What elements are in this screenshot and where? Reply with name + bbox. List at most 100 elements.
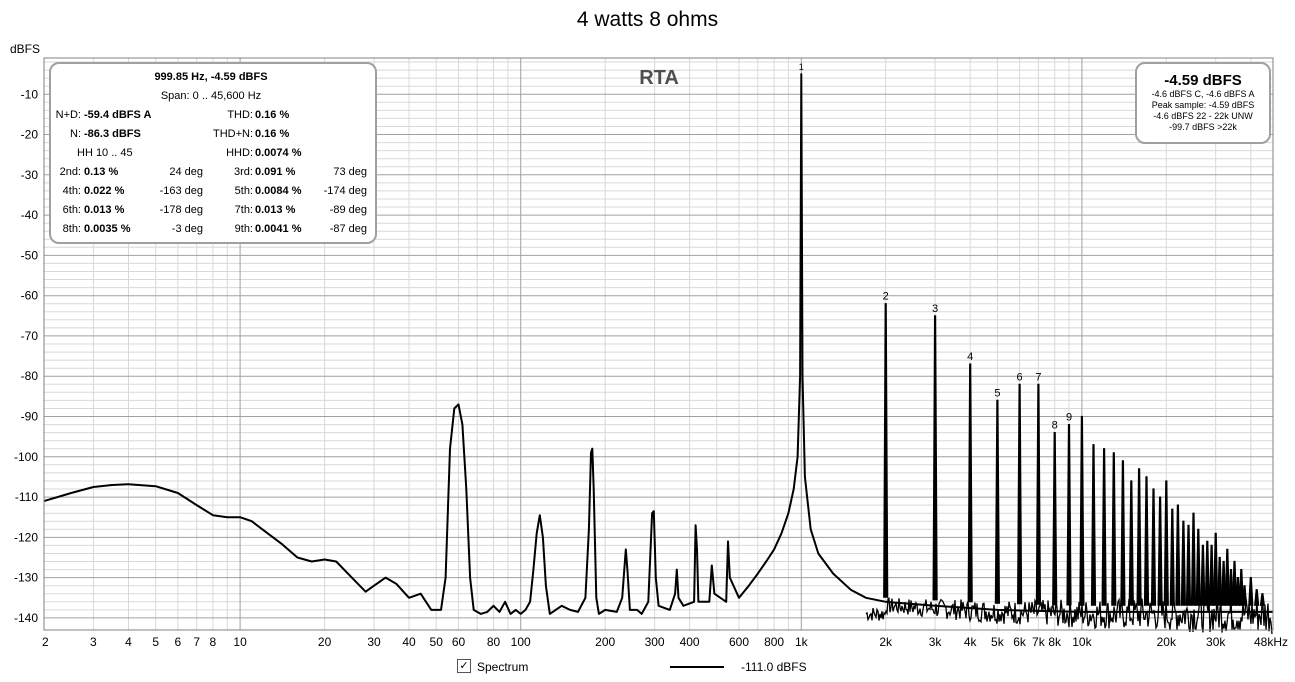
- harmonic-phase: -163 deg: [159, 185, 203, 197]
- harmonic-phase: 24 deg: [169, 166, 203, 178]
- harmonic-value: 0.0041 %: [255, 223, 302, 235]
- legend-spectrum-label[interactable]: Spectrum: [477, 660, 529, 674]
- harmonic-phase: -178 deg: [159, 204, 203, 216]
- y-tick-label: -120: [14, 530, 38, 544]
- peak-sample-readout: Peak sample: -4.59 dBFS: [1151, 100, 1255, 110]
- harmonic-peak: [1035, 383, 1041, 605]
- y-tick-label: -140: [14, 611, 38, 625]
- harmonic-phase: -174 deg: [323, 185, 367, 197]
- x-tick-label: 600: [729, 635, 749, 649]
- harmonic-peak: [1231, 560, 1238, 606]
- x-axis: 2 3 4 5 6 7 8 10 20 30 40 50 60 80 100 200 300 400 600 800 1…: [42, 635, 1288, 649]
- harmonic-label: 5th:: [234, 185, 253, 197]
- harmonic-value: 0.0035 %: [84, 223, 131, 235]
- x-tick-label: 4: [125, 635, 132, 649]
- harmonic-peak: [1190, 512, 1197, 606]
- y-tick-label: -90: [21, 410, 39, 424]
- thd-label: THD:: [227, 109, 253, 121]
- x-tick-label: 8: [210, 635, 217, 649]
- harmonic-peak: [1221, 560, 1227, 606]
- harmonic-value: 0.0084 %: [255, 185, 302, 197]
- x-tick-label: 50: [430, 635, 444, 649]
- y-tick-label: -20: [21, 128, 39, 142]
- peak-unweighted-readout: -4.6 dBFS 22 - 22k UNW: [1153, 111, 1253, 121]
- n-label: N:: [70, 128, 81, 140]
- harmonic-peak: [1017, 383, 1023, 605]
- harmonic-peak: [967, 363, 973, 603]
- peak-level-panel: -4.59 dBFS -4.6 dBFS C, -4.6 dBFS A Peak…: [1135, 62, 1271, 144]
- harmonic-peak: [1163, 480, 1169, 606]
- harmonic-peak: [1157, 496, 1163, 606]
- x-tick-label: 800: [764, 635, 784, 649]
- harmonic-peak: [1228, 569, 1234, 606]
- x-tick-label: 3k: [929, 635, 943, 649]
- harmonic-peak: [1143, 476, 1150, 606]
- harmonic-peak: [1090, 444, 1097, 606]
- x-tick-label: 10k: [1072, 635, 1092, 649]
- y-tick-label: -50: [21, 248, 39, 262]
- harmonic-phase: -3 deg: [171, 223, 203, 235]
- x-tick-label: 30: [367, 635, 381, 649]
- harmonic-phase: -87 deg: [329, 223, 367, 235]
- x-tick-label: 8k: [1048, 635, 1062, 649]
- harmonic-peak: [1254, 589, 1260, 606]
- legend-cursor-value: -111.0 dBFS: [741, 660, 807, 674]
- harmonic-value: 0.13 %: [84, 166, 119, 178]
- chart-title: 4 watts 8 ohms: [576, 8, 719, 31]
- spectrum-line: [43, 73, 1273, 615]
- harmonic-peak: [1066, 424, 1072, 606]
- harmonic-peak: [1101, 448, 1107, 606]
- nd-value: -59.4 dBFS A: [84, 109, 152, 121]
- harmonic-peak: [1217, 556, 1223, 606]
- harmonic-peak: [1195, 528, 1201, 606]
- y-tick-label: -40: [21, 208, 39, 222]
- harmonic-peak: [1204, 540, 1210, 606]
- y-tick-label: -100: [14, 450, 38, 464]
- y-tick-label: -70: [21, 329, 39, 343]
- x-tick-label: 2: [42, 635, 49, 649]
- thdn-value: 0.16 %: [255, 128, 290, 140]
- measurement-panel: 999.85 Hz, -4.59 dBFS Span: 0 .. 45,600 …: [49, 62, 377, 244]
- harmonic-peak: [1136, 468, 1142, 606]
- peak-weighted-readout: -4.6 dBFS C, -4.6 dBFS A: [1151, 89, 1255, 99]
- harmonic-number-label: 3: [932, 303, 938, 315]
- harmonic-label: 3rd:: [234, 166, 253, 178]
- y-tick-label: -10: [21, 87, 39, 101]
- n-value: -86.3 dBFS: [84, 128, 141, 140]
- harmonic-number-label: 7: [1035, 371, 1041, 383]
- x-tick-label: 7: [193, 635, 200, 649]
- harmonic-label: 8th:: [62, 223, 81, 235]
- harmonic-value: 0.091 %: [255, 166, 296, 178]
- harmonic-peak: [1150, 488, 1157, 606]
- x-tick-label: 400: [680, 635, 700, 649]
- rta-label: RTA: [639, 67, 679, 89]
- x-tick-label: 20: [318, 635, 332, 649]
- harmonic-number-label: 4: [967, 351, 973, 363]
- harmonic-peak: [1213, 532, 1219, 606]
- harmonic-number-label: 9: [1066, 412, 1072, 424]
- x-tick-label: 3: [90, 635, 97, 649]
- harmonic-peak: [1238, 569, 1244, 606]
- harmonic-peak: [1224, 548, 1230, 606]
- harmonic-peak: [1079, 415, 1085, 606]
- harmonic-peak: [1111, 452, 1117, 606]
- y-tick-label: -30: [21, 168, 39, 182]
- x-tick-label: 100: [511, 635, 531, 649]
- span-readout: Span: 0 .. 45,600 Hz: [160, 90, 262, 102]
- fundamental-readout: 999.85 Hz, -4.59 dBFS: [154, 71, 268, 83]
- harmonic-label: 4th:: [62, 185, 81, 197]
- harmonic-value: 0.022 %: [84, 185, 125, 197]
- nd-label: N+D:: [55, 109, 81, 121]
- harmonic-peak: [883, 303, 889, 598]
- x-tick-label: 2k: [879, 635, 893, 649]
- harmonic-number-label: 1: [799, 62, 804, 72]
- spectrum-trace: [43, 73, 1273, 635]
- thdn-label: THD+N:: [212, 128, 253, 140]
- harmonic-peak: [1209, 544, 1215, 606]
- y-tick-label: -130: [14, 571, 38, 585]
- harmonic-peak: [1180, 520, 1186, 606]
- x-tick-label: 4k: [964, 635, 978, 649]
- x-tick-label: 20k: [1157, 635, 1177, 649]
- spectrum-checkbox[interactable]: ✓: [457, 659, 471, 673]
- peak-above-22k-readout: -99.7 dBFS >22k: [1169, 122, 1237, 132]
